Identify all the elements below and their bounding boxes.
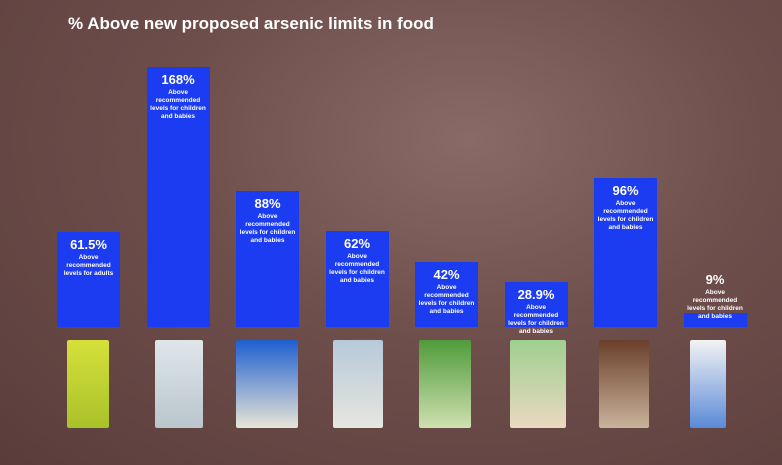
product-image — [333, 340, 383, 428]
annotation: Above recommended levels for children an… — [687, 289, 743, 321]
bar — [236, 190, 299, 327]
annotation: Above recommended levels for children an… — [150, 89, 206, 120]
bar-label: 61.5% Above recommended levels for adults — [57, 232, 120, 278]
bar-label: 9% Above recommended levels for children … — [684, 267, 747, 321]
bar — [325, 231, 389, 327]
annotation: Above recommended levels for children an… — [418, 284, 475, 315]
product-image — [67, 340, 109, 428]
annotation: Above recommended levels for children an… — [239, 212, 296, 244]
bar — [683, 313, 747, 327]
bar — [504, 282, 568, 327]
product-image — [419, 340, 471, 428]
annotation: Above recommended levels for children an… — [508, 304, 564, 336]
value-label: 96% — [612, 183, 639, 199]
product-image — [155, 340, 203, 428]
bar — [415, 262, 478, 327]
value-label: 28.9% — [517, 287, 555, 303]
product-image — [236, 340, 298, 428]
value-label: 168% — [161, 72, 195, 87]
bar — [594, 178, 657, 327]
bar-label: 28.9% Above recommended levels for childr… — [505, 282, 568, 336]
value-label: 42% — [433, 267, 460, 282]
bar — [57, 231, 120, 327]
value-label: 61.5% — [70, 236, 107, 252]
bar-label: 62% Above recommended levels for children… — [326, 231, 389, 285]
value-label: 62% — [343, 236, 371, 252]
product-image — [599, 340, 649, 428]
annotation: Above recommended levels for children an… — [597, 200, 654, 232]
bar-label: 42% Above recommended levels for children… — [415, 262, 478, 316]
bar-label: 96% Above recommended levels for children… — [594, 178, 657, 232]
annotation: Above recommended levels for children an… — [329, 253, 385, 285]
bar — [146, 67, 210, 327]
value-label: 88% — [254, 195, 281, 211]
chart-title: % Above new proposed arsenic limits in f… — [68, 14, 434, 33]
product-image — [690, 340, 726, 428]
bar-label: 88% Above recommended levels for children… — [236, 191, 299, 245]
product-image — [510, 340, 566, 428]
value-label: 9% — [705, 272, 725, 288]
annotation: Above recommended levels for adults — [63, 253, 114, 277]
bar-label: 168% Above recommended levels for childre… — [147, 67, 210, 121]
